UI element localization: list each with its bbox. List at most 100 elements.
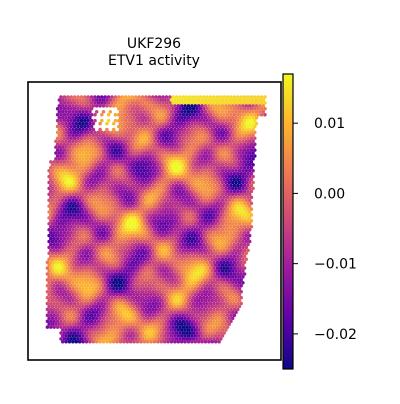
spot [222,225,226,229]
spot [111,245,116,250]
spot [247,163,252,167]
spot [205,248,209,253]
spot [111,334,116,338]
spot [77,263,82,267]
spot [74,145,79,149]
spot [190,151,194,155]
spot [219,166,223,170]
spot [96,272,101,276]
spot [224,286,228,291]
spot [132,133,136,138]
spot [174,236,179,241]
spot [111,192,116,197]
spot [127,260,131,264]
spot [166,340,170,344]
spot [166,257,170,261]
spot [244,233,249,238]
spot [241,192,245,197]
spot [171,307,175,312]
spot [103,177,107,182]
spot [88,263,92,267]
spot [64,316,68,320]
spot [110,207,114,211]
spot [178,183,182,188]
spot [249,142,254,146]
spot [79,207,84,211]
spot [207,204,211,208]
spot [55,177,60,182]
spot [149,233,153,238]
spot [208,337,213,341]
spot [132,239,136,244]
spot [50,210,55,214]
spot [83,319,87,323]
spot [106,266,111,270]
spot [205,325,209,329]
spot [162,216,167,220]
spot [168,183,172,188]
spot [144,219,148,223]
spot [220,151,225,155]
spot [91,127,96,132]
spot [74,198,79,202]
spot [159,186,164,191]
spot [96,278,101,282]
spot [229,183,233,188]
spot [49,325,53,329]
spot [258,98,262,102]
spot [98,275,102,279]
spot [96,183,101,188]
spot [215,189,220,194]
spot [242,201,247,205]
spot [66,225,70,229]
spot [62,284,67,288]
spot [100,201,104,205]
spot [205,189,209,194]
spot [207,245,211,250]
spot [227,127,232,132]
spot [59,101,63,105]
spot [88,222,92,226]
spot [74,157,79,161]
spot [224,233,228,238]
spot [191,95,196,99]
spot [69,337,73,341]
spot [69,301,73,306]
spot [152,192,157,197]
spot [234,239,238,244]
spot [88,316,92,320]
spot [94,216,99,220]
spot [168,307,172,312]
spot [96,230,101,235]
spot [191,325,196,329]
spot [234,245,238,250]
spot [225,183,230,188]
spot [88,292,92,297]
spot [237,168,242,173]
spot [200,233,204,238]
spot [117,101,121,105]
spot [232,201,237,205]
spot [103,101,107,105]
spot [176,310,181,315]
spot [237,257,242,261]
spot [137,230,141,235]
spot [79,225,84,229]
spot [213,168,218,173]
spot [212,148,216,152]
spot [224,151,228,155]
spot [246,101,250,105]
spot [52,219,56,223]
spot [213,275,218,279]
spot [151,254,155,259]
spot [134,301,138,306]
spot [103,254,107,259]
spot [186,334,191,338]
spot [176,145,181,149]
spot [49,254,53,259]
spot [118,298,123,303]
spot [84,145,89,149]
spot [161,248,165,253]
spot [71,322,75,326]
spot [181,118,186,123]
